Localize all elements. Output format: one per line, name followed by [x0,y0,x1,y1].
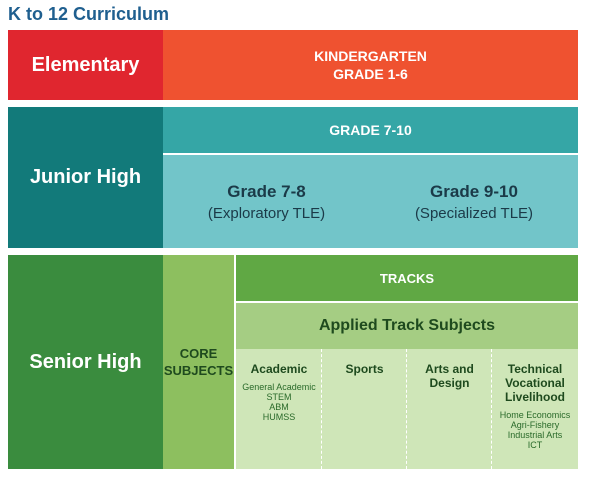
track-name-line: Livelihood [505,390,565,404]
track-name-line: Design [429,376,470,390]
track-item: ICT [527,440,543,450]
track-tvl: Technical Vocational Livelihood Home Eco… [492,349,578,469]
grade-7-8-label: Grade 7-8 [227,181,306,201]
track-name-line: Technical [507,362,563,376]
junior-high-label: Junior High [8,107,163,248]
page-title: K to 12 Curriculum [8,4,170,24]
track-divider [491,349,492,469]
elementary-grades: KINDERGARTEN GRADE 1-6 [163,30,578,100]
core-subjects-line1: CORE [179,346,218,361]
grade-7-8-desc: (Exploratory TLE) [207,204,326,222]
track-item: Agri-Fishery [510,420,560,430]
grade-9-10-block: Grade 9-10 (Specialized TLE) [370,155,578,248]
track-sports: Sports [322,349,407,469]
track-arts-and-design: Arts and Design [407,349,492,469]
grade-9-10-label: Grade 9-10 [430,181,518,201]
track-name: Sports [345,362,384,376]
tracks-area [236,349,578,469]
track-divider [321,349,322,469]
track-item: Industrial Arts [507,430,563,440]
kindergarten-label: KINDERGARTEN [314,48,427,64]
track-name-line: Arts and [425,362,474,376]
core-subjects: CORE SUBJECTS [163,255,234,469]
track-items: General Academic STEM ABM HUMSS [242,382,316,422]
track-item: HUMSS [262,412,296,422]
track-name: Academic [250,362,308,376]
grade-1-6-label: GRADE 1-6 [333,66,408,82]
track-item: STEM [266,392,292,402]
track-name-line: Vocational [505,376,565,390]
junior-high-grades: Grade 7-8 (Exploratory TLE) Grade 9-10 (… [163,155,578,248]
core-subjects-line2: SUBJECTS [163,363,234,378]
track-item: General Academic [242,382,316,392]
elementary-label: Elementary [8,30,163,100]
track-item: ABM [269,402,289,412]
grade-9-10-desc: (Specialized TLE) [414,204,534,222]
tracks-header: TRACKS [236,255,578,301]
track-divider [406,349,407,469]
track-academic: Academic General Academic STEM ABM HUMSS [236,349,322,469]
applied-track-subjects: Applied Track Subjects [236,303,578,349]
grade-7-8-block: Grade 7-8 (Exploratory TLE) [163,155,370,248]
junior-high-header: GRADE 7-10 [163,107,578,153]
senior-high-label: Senior High [8,255,163,469]
track-items: Home Economics Agri-Fishery Industrial A… [500,410,571,450]
track-item: Home Economics [499,410,571,420]
